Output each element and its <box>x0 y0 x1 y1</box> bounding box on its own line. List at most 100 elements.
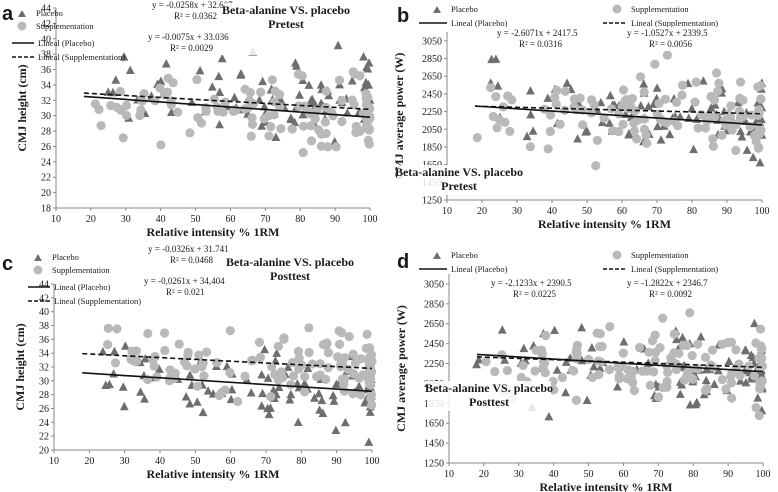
point-supplementation <box>614 370 624 381</box>
x-tick-label: 30 <box>121 214 131 225</box>
point-supplementation <box>192 74 202 85</box>
point-supplementation <box>103 339 113 350</box>
point-supplementation <box>693 123 703 133</box>
point-placebo <box>258 76 268 86</box>
point-supplementation <box>306 121 316 131</box>
point-supplementation <box>220 97 230 107</box>
point-supplementation <box>135 110 145 121</box>
point-placebo <box>347 76 357 85</box>
point-supplementation <box>721 384 731 394</box>
point-supplementation <box>707 345 718 355</box>
point-supplementation <box>115 86 125 97</box>
x-tick-label: 50 <box>584 469 594 480</box>
point-supplementation <box>639 87 649 97</box>
point-placebo <box>332 379 341 388</box>
point-supplementation <box>502 365 512 376</box>
point-placebo <box>315 405 324 414</box>
point-placebo <box>562 78 572 87</box>
y-tick-label: 38 <box>39 321 49 332</box>
point-supplementation <box>537 345 547 355</box>
point-supplementation <box>719 116 729 126</box>
legend: Placebo Supplementation Lineal (Placebo) Li… <box>419 250 718 274</box>
point-supplementation <box>334 339 345 349</box>
point-placebo <box>342 108 352 117</box>
point-supplementation <box>337 328 347 338</box>
legend-placebo-label: Placebo <box>451 250 478 260</box>
x-tick-label: 100 <box>755 206 770 217</box>
point-supplementation <box>530 366 540 376</box>
y-tick-label: 36 <box>39 335 49 346</box>
point-supplementation <box>491 91 501 102</box>
point-supplementation <box>753 82 763 92</box>
point-placebo <box>203 386 213 395</box>
y-tick-label: 32 <box>39 363 49 374</box>
point-supplementation <box>691 77 701 87</box>
point-supplementation <box>247 119 258 129</box>
point-supplementation <box>198 358 208 368</box>
series-supplementation <box>103 323 377 410</box>
point-supplementation <box>266 121 276 132</box>
point-supplementation <box>159 328 170 338</box>
point-supplementation <box>348 67 358 77</box>
x-tick-label: 50 <box>191 214 201 225</box>
point-supplementation <box>654 98 664 109</box>
point-supplementation <box>731 363 741 373</box>
chart-panel-d: 1020304050607080901001250145016501850205… <box>394 250 771 492</box>
x-tick-label: 10 <box>51 214 61 225</box>
point-supplementation <box>279 334 289 344</box>
point-placebo <box>619 337 629 346</box>
point-placebo <box>522 131 532 141</box>
point-supplementation <box>671 97 682 107</box>
point-supplementation <box>321 86 331 96</box>
trendline-supplementation <box>82 352 373 370</box>
y-tick-label: 32 <box>41 96 51 107</box>
point-supplementation <box>744 361 754 371</box>
point-placebo <box>271 356 280 365</box>
y-tick-label: 2650 <box>424 319 444 330</box>
x-tick-label: 70 <box>260 214 270 225</box>
x-axis-title: Relative intensity % 1RM <box>147 467 280 481</box>
point-supplementation <box>366 389 376 399</box>
point-supplementation <box>539 104 550 114</box>
chart-panel-c: 10 20 30 40 50 60 70 80 90 1002022242628303234363… <box>2 243 380 481</box>
x-tick-label: 10 <box>442 206 452 217</box>
point-supplementation <box>717 374 727 385</box>
y-tick-label: 44 <box>41 4 51 15</box>
point-placebo <box>652 83 662 92</box>
point-supplementation <box>756 341 766 351</box>
point-supplementation <box>121 110 131 120</box>
point-placebo <box>709 379 719 388</box>
point-supplementation <box>293 346 304 356</box>
chart-subtitle: Posttest <box>270 269 310 283</box>
point-supplementation <box>321 340 331 350</box>
x-tick-label: 70 <box>653 469 663 480</box>
point-supplementation <box>595 341 605 352</box>
y-tick-label: 24 <box>41 157 51 168</box>
point-placebo <box>706 103 716 112</box>
point-supplementation <box>269 97 280 107</box>
point-supplementation <box>364 343 375 353</box>
point-supplementation <box>756 94 766 104</box>
point-placebo <box>543 93 553 102</box>
r-squared: R² = 0.0316 <box>519 39 563 49</box>
legend-lineal-placebo-label: Lineal (Placebo) <box>451 264 508 274</box>
y-tick-label: 1850 <box>422 142 442 153</box>
point-placebo <box>140 353 150 363</box>
point-supplementation <box>629 118 639 128</box>
point-placebo <box>227 384 237 394</box>
legend-supplementation-marker <box>17 21 27 31</box>
point-supplementation <box>298 121 309 131</box>
point-placebo <box>665 129 675 139</box>
point-supplementation <box>209 94 219 104</box>
point-supplementation <box>481 356 491 367</box>
y-tick-label: 1250 <box>424 459 444 470</box>
point-supplementation <box>644 347 654 357</box>
point-placebo <box>329 396 339 405</box>
title-box <box>427 381 551 411</box>
series-supplementation <box>90 67 375 158</box>
equation-box <box>625 27 737 51</box>
point-supplementation <box>264 111 274 121</box>
point-supplementation <box>662 50 672 60</box>
y-tick-label: 28 <box>41 127 51 138</box>
y-tick-label: 2850 <box>424 299 444 310</box>
